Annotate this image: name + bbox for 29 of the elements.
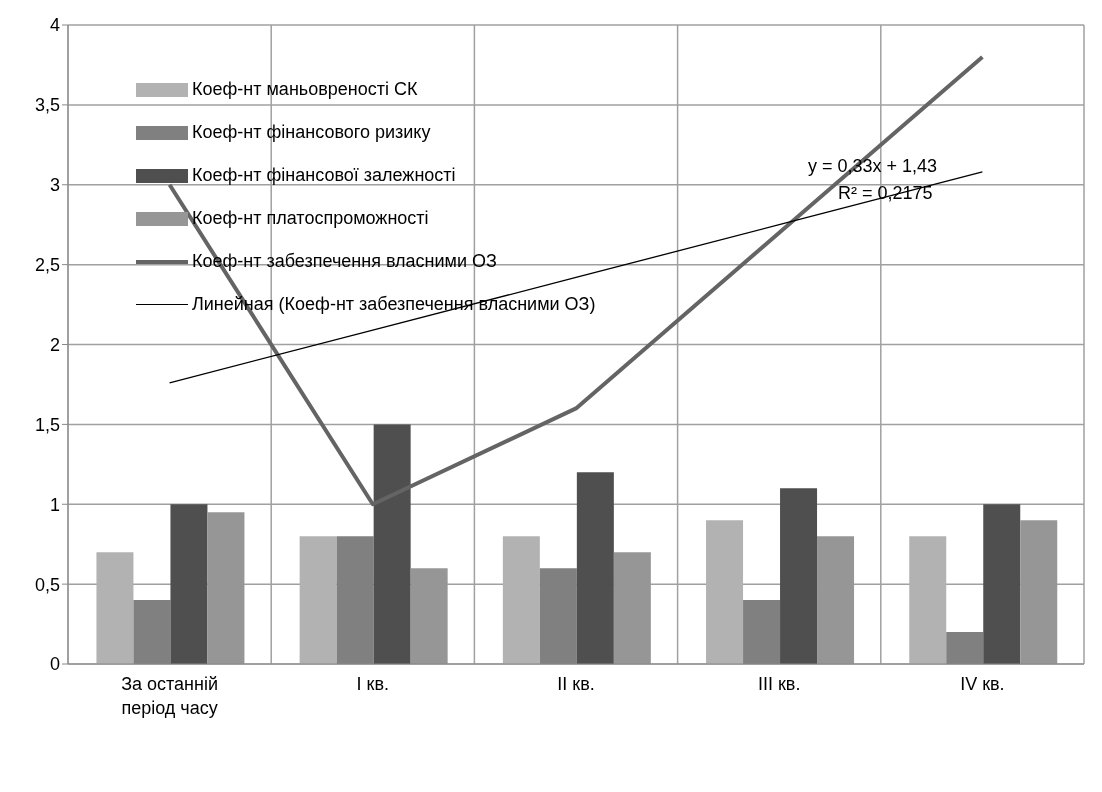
y-tick-label: 3 (49, 175, 60, 196)
y-tick-label: 4 (49, 15, 60, 36)
bar (983, 504, 1021, 664)
bar (706, 520, 744, 664)
legend-label: Коеф-нт платоспроможності (192, 208, 429, 229)
bar (576, 472, 614, 664)
y-tick-label: 1,5 (34, 414, 60, 435)
y-tick-label: 1 (49, 494, 60, 515)
bar (170, 504, 208, 664)
line-series (167, 54, 985, 507)
y-tick-label: 0 (49, 654, 60, 675)
bar (96, 552, 134, 664)
bar (502, 536, 540, 664)
x-tick-label: IV кв. (960, 674, 1005, 694)
x-tick-label: I кв. (356, 674, 390, 694)
y-tick-label: 0,5 (34, 574, 60, 595)
bar (299, 536, 337, 664)
x-tick-label: III кв. (757, 674, 801, 694)
x-tick-label: За останній період часу (121, 674, 219, 718)
legend-label: Коеф-нт фінансового ризику (192, 122, 431, 143)
y-tick-label: 3,5 (34, 95, 60, 116)
bar (780, 488, 818, 664)
bar (909, 536, 947, 664)
bar (373, 424, 411, 664)
legend-label: Коеф-нт фінансової залежності (192, 165, 456, 186)
y-tick-label: 2,5 (34, 255, 60, 276)
x-tick-label: II кв. (557, 674, 595, 694)
y-tick-label: 2 (49, 334, 60, 355)
legend-label: Коеф-нт маньовреності СК (192, 79, 418, 100)
